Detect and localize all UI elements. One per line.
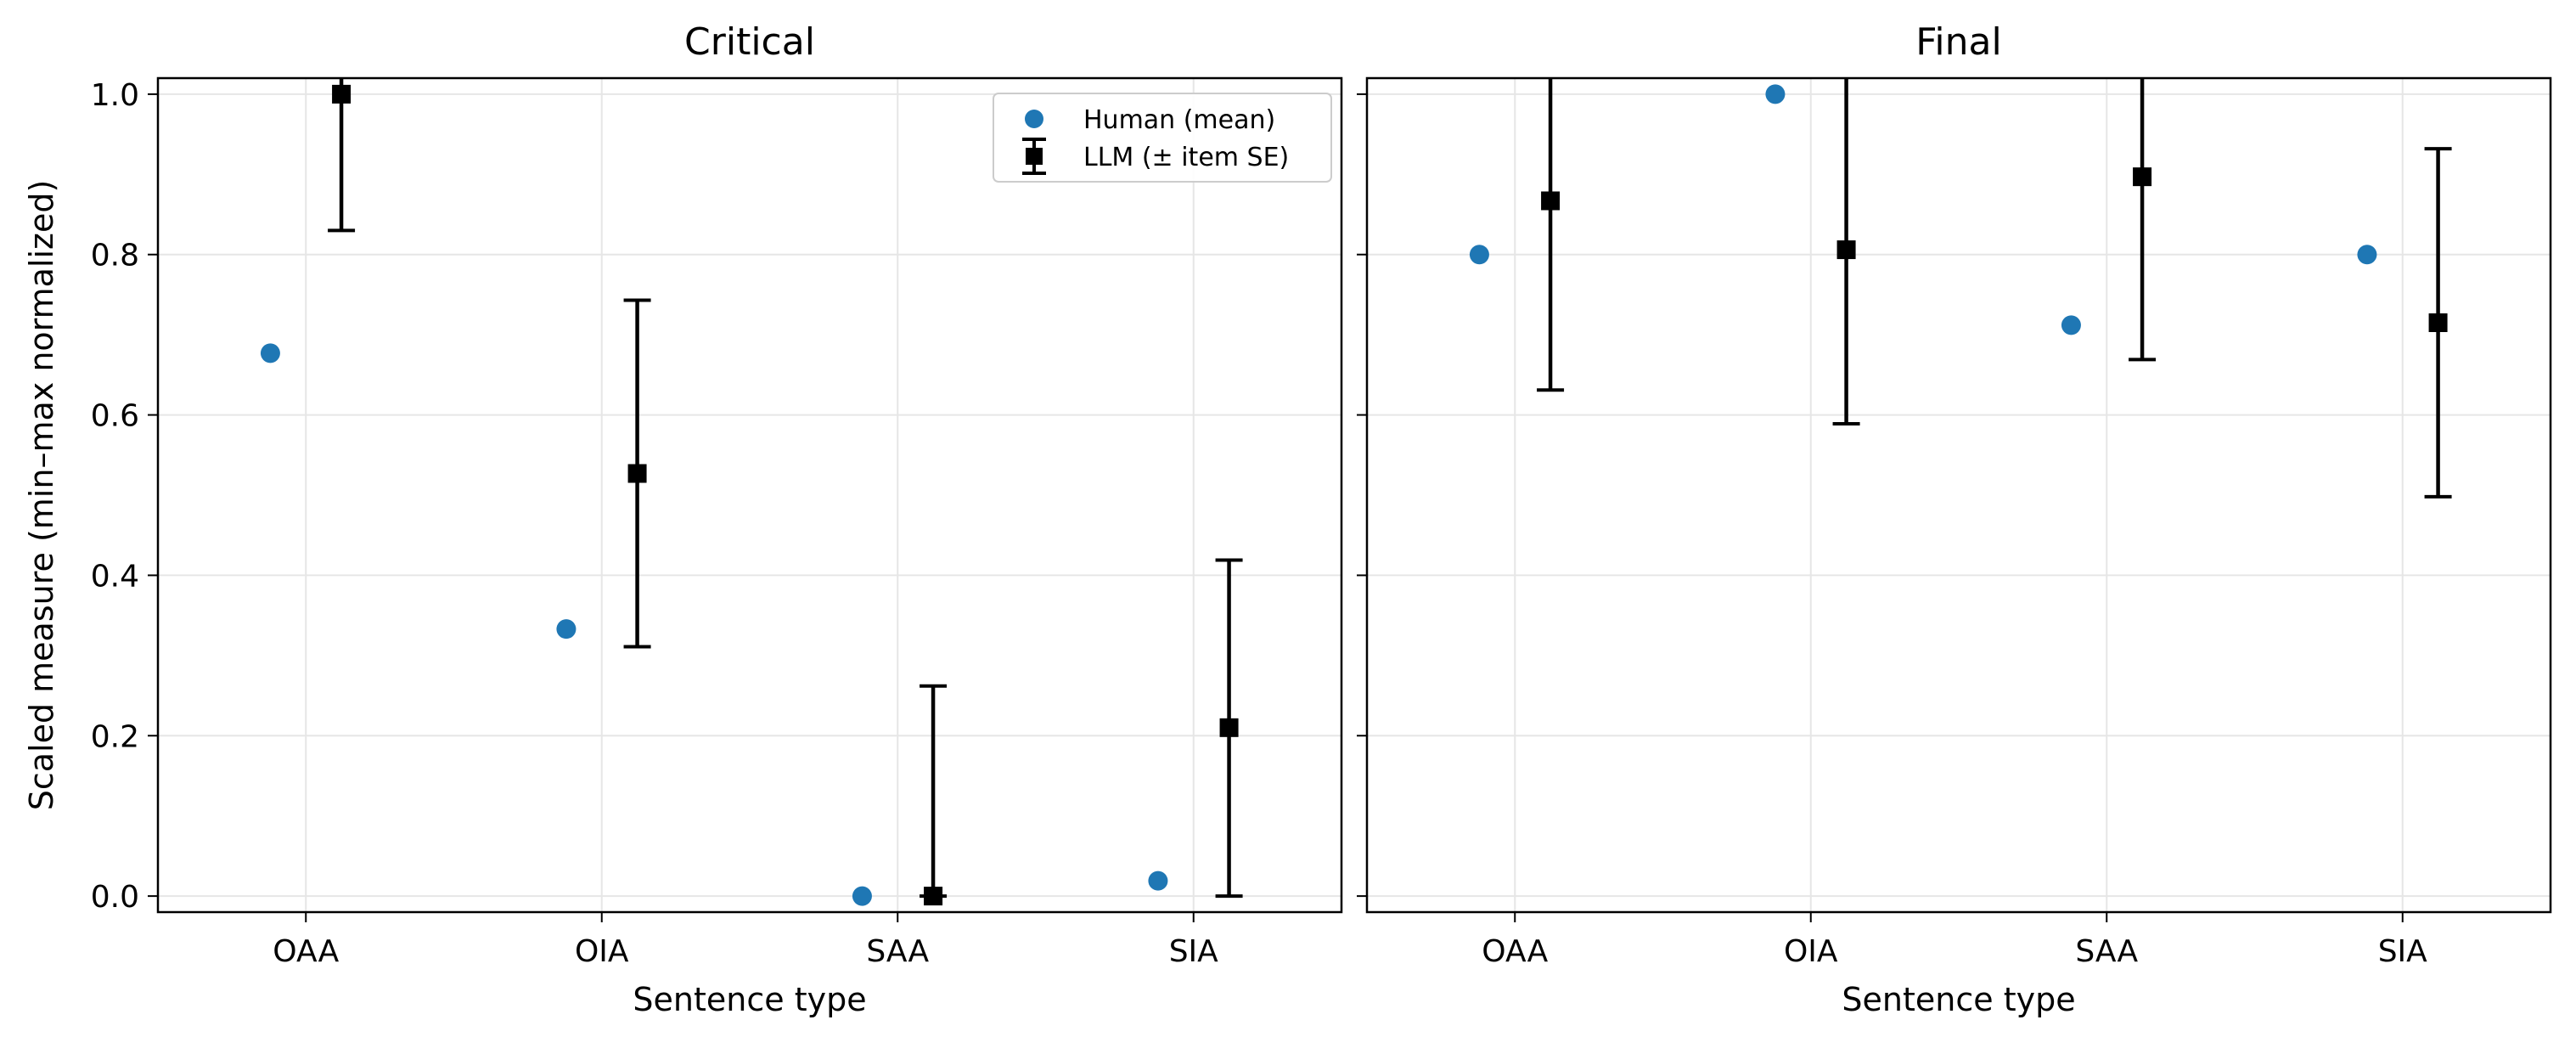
panel-0: 0.0 0.2 0.4 0.6 0.8 1.0 OAA OIA SAA SIA Critical Se… <box>23 20 1343 1018</box>
legend-human-marker <box>1025 110 1043 128</box>
llm-point <box>1219 718 1239 737</box>
y-tick-label: 0.6 <box>91 399 139 434</box>
llm-point <box>1836 240 1856 260</box>
panel-title: Final <box>1915 20 2001 64</box>
panel-title: Critical <box>684 20 815 64</box>
llm-point <box>2133 167 2152 187</box>
axes-frame <box>1365 76 2552 914</box>
human-point <box>1469 245 1489 265</box>
legend-llm-marker <box>1026 148 1043 165</box>
x-axis-label: Sentence type <box>1842 981 2075 1018</box>
legend-entry: Human (mean) <box>1083 105 1275 135</box>
llm-point <box>2428 313 2448 332</box>
legend: Human (mean) LLM (± item SE) <box>993 93 1332 183</box>
plot-area <box>260 78 1243 906</box>
human-point <box>2357 245 2377 265</box>
human-point <box>556 619 577 640</box>
y-axis-label: Scaled measure (min–max normalized) <box>23 180 60 811</box>
llm-point <box>332 84 352 104</box>
llm-point <box>924 887 943 906</box>
x-tick-label: SAA <box>866 934 929 969</box>
human-point <box>260 343 280 363</box>
y-tick-label: 0.2 <box>91 719 139 754</box>
x-tick-label: OAA <box>1482 934 1548 969</box>
x-tick-label: SIA <box>2378 934 2427 969</box>
llm-point <box>627 464 647 483</box>
x-tick-label: OAA <box>273 934 339 969</box>
x-axis-label: Sentence type <box>633 981 866 1018</box>
y-tick-label: 0.8 <box>91 239 139 273</box>
x-tick-label: SAA <box>2075 934 2138 969</box>
x-tick-label: SIA <box>1169 934 1218 969</box>
y-tick-label: 0.4 <box>91 559 139 594</box>
legend-entry: LLM (± item SE) <box>1083 143 1289 172</box>
x-tick-label: OIA <box>1784 934 1838 969</box>
axes-frame <box>156 76 1343 914</box>
human-point <box>1765 84 1786 104</box>
plot-area <box>1469 78 2452 499</box>
human-point <box>852 886 872 906</box>
llm-point <box>1541 191 1561 211</box>
legend-box <box>993 93 1332 183</box>
human-point <box>1148 871 1168 891</box>
y-tick-label: 0.0 <box>91 880 139 915</box>
human-point <box>2061 315 2081 335</box>
x-tick-label: OIA <box>575 934 629 969</box>
panel-1: OAA OIA SAA SIA Final Sentence type <box>1357 20 2552 1018</box>
y-tick-label: 1.0 <box>91 78 139 113</box>
